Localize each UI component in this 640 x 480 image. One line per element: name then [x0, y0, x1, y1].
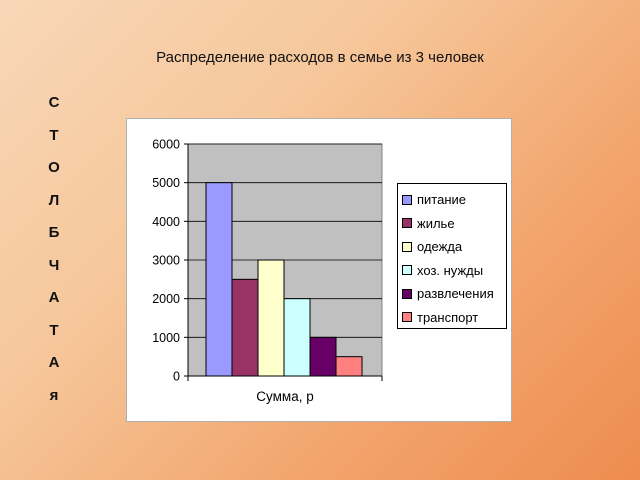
- legend-item: одежда: [402, 235, 506, 259]
- legend-label: питание: [417, 192, 467, 208]
- legend-item: развлечения: [402, 282, 506, 306]
- legend-swatch: [402, 312, 412, 323]
- y-tick-label: 3000: [152, 254, 180, 268]
- legend-item: хоз. нужды: [402, 259, 506, 283]
- vertical-letter: С: [48, 94, 60, 111]
- vertical-letter: А: [48, 289, 60, 306]
- vertical-word: С Т О Л Б Ч А Т А я: [40, 90, 68, 415]
- y-tick-label: 5000: [152, 176, 180, 190]
- bar-chart: 0 1000 2000 3000 4000 5000 6000 Сумма, р: [152, 138, 383, 404]
- vertical-letter: Т: [49, 321, 59, 339]
- legend-swatch: [402, 265, 412, 276]
- bar-2: [231, 278, 259, 377]
- y-tick-label: 1000: [152, 331, 180, 345]
- legend-swatch: [402, 288, 412, 299]
- vertical-letter: Ч: [48, 256, 60, 274]
- legend-swatch: [402, 241, 412, 252]
- vertical-letter: А: [48, 354, 60, 371]
- vertical-letter: О: [48, 159, 60, 176]
- legend-label: развлечения: [417, 286, 494, 302]
- bar-5: [309, 336, 337, 377]
- vertical-letter: я: [49, 386, 59, 404]
- bar-4: [283, 298, 311, 377]
- y-tick-label: 6000: [152, 138, 180, 152]
- x-category-label: Сумма, р: [256, 389, 313, 404]
- legend-label: одежда: [417, 239, 463, 255]
- legend-label: жилье: [417, 215, 455, 231]
- chart-legend: питание жилье одежда хоз. нужды развлечения т…: [397, 183, 507, 329]
- legend-swatch: [402, 218, 412, 229]
- vertical-letter: Л: [48, 191, 60, 209]
- legend-label: транспорт: [417, 309, 479, 325]
- y-tick-label: 0: [173, 370, 180, 384]
- legend-item: питание: [402, 188, 506, 212]
- slide-title: Распределение расходов в семье из 3 чело…: [156, 49, 484, 66]
- chart-container: 0 1000 2000 3000 4000 5000 6000 Сумма, р питани…: [126, 118, 512, 422]
- bar-6: [335, 356, 363, 377]
- legend-swatch: [402, 194, 412, 205]
- bar-1: [205, 182, 233, 377]
- y-tick-label: 2000: [152, 292, 180, 306]
- bar-3: [257, 259, 285, 377]
- vertical-letter: Т: [49, 126, 59, 144]
- legend-label: хоз. нужды: [417, 262, 484, 278]
- y-tick-label: 4000: [152, 215, 180, 229]
- legend-item: жилье: [402, 212, 506, 236]
- vertical-letter: Б: [48, 224, 60, 241]
- legend-item: транспорт: [402, 306, 506, 330]
